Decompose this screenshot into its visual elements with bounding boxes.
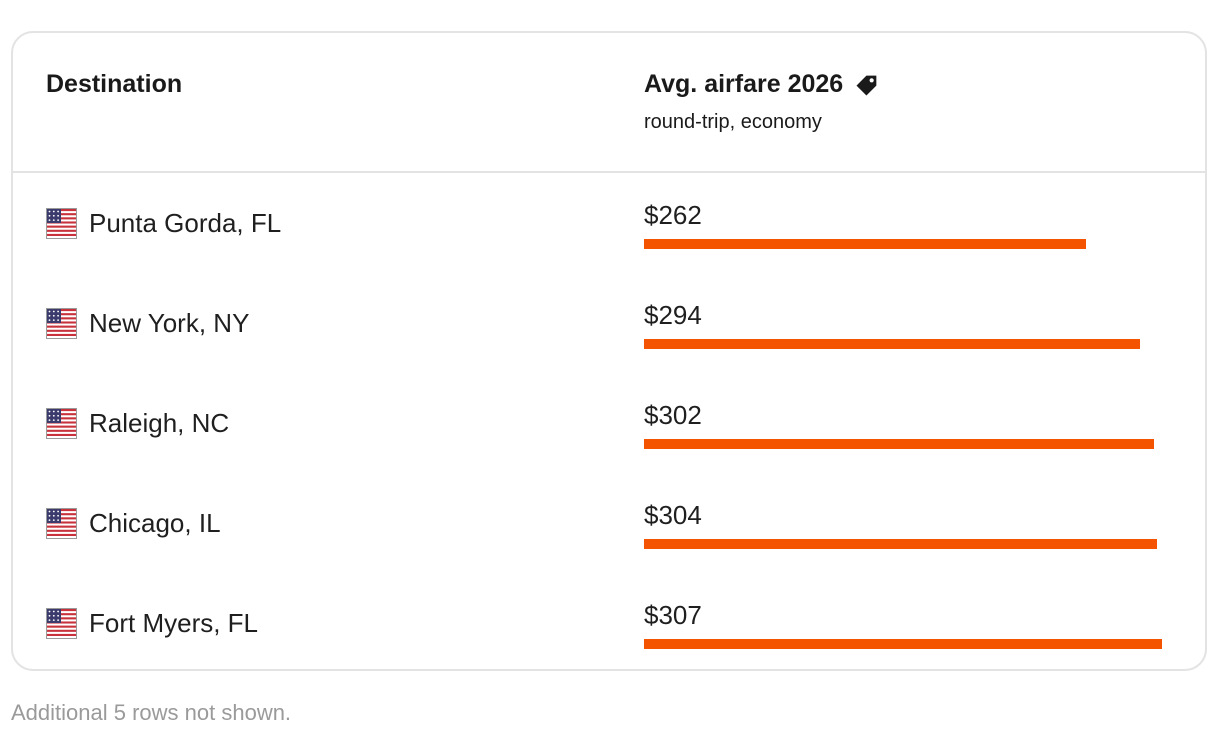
us-flag-icon — [46, 508, 77, 539]
airfare-value-label: $304 — [644, 500, 702, 530]
rows-hidden-note: Additional 5 rows not shown. — [11, 700, 292, 725]
airfare-column-title: Avg. airfare 2026 — [644, 70, 844, 98]
airfare-bar — [644, 539, 1157, 549]
table-row: New York, NY $294 — [13, 273, 1205, 373]
airfare-bar — [644, 339, 1140, 349]
destination-name: Punta Gorda, FL — [89, 208, 282, 238]
destination-name: Raleigh, NC — [89, 408, 230, 438]
table-row: Chicago, IL $304 — [13, 473, 1205, 573]
table-row: Raleigh, NC $302 — [13, 373, 1205, 473]
airfare-value-label: $302 — [644, 400, 702, 430]
price-tag-icon — [856, 75, 877, 95]
airfare-value-label: $294 — [644, 300, 702, 330]
destination-name: Chicago, IL — [89, 508, 221, 538]
airfare-column-subtitle: round-trip, economy — [644, 111, 822, 133]
airfare-value-label: $262 — [644, 200, 702, 230]
airfare-table-card: Destination Avg. airfare 2026 round-trip… — [11, 31, 1207, 671]
airfare-bar — [644, 639, 1162, 649]
destination-column-header: Destination — [46, 70, 183, 98]
airfare-column-header: Avg. airfare 2026 — [644, 70, 881, 99]
us-flag-icon — [46, 608, 77, 639]
us-flag-icon — [46, 208, 77, 239]
table-row: Fort Myers, FL $307 — [13, 573, 1205, 669]
airfare-value-label: $307 — [644, 600, 702, 630]
destination-name: Fort Myers, FL — [89, 608, 259, 638]
table-row: Punta Gorda, FL $262 — [13, 173, 1205, 273]
airfare-bar — [644, 239, 1086, 249]
us-flag-icon — [46, 408, 77, 439]
destination-name: New York, NY — [89, 308, 250, 338]
airfare-bar — [644, 439, 1154, 449]
table-header: Destination Avg. airfare 2026 round-trip… — [13, 33, 1205, 173]
us-flag-icon — [46, 308, 77, 339]
